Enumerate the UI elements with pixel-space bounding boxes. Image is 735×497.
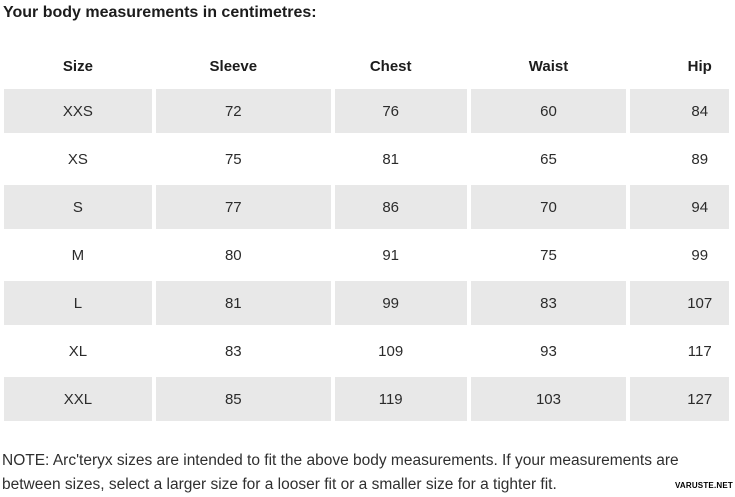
column-header-chest: Chest [334, 47, 467, 85]
watermark: VARUSTE.NET [674, 481, 733, 490]
waist-cell: 70 [470, 185, 627, 229]
sleeve-cell: 75 [155, 137, 331, 181]
sleeve-cell: 85 [155, 377, 331, 421]
size-cell: L [4, 281, 152, 325]
table-row-xxl: XXL 85 119 103 127 [4, 377, 729, 421]
waist-cell: 93 [470, 329, 627, 373]
chest-cell: 109 [334, 329, 467, 373]
size-chart-body: XXS 72 76 60 84 XS 75 81 65 89 S 77 86 7… [4, 89, 729, 421]
waist-cell: 60 [470, 89, 627, 133]
hip-cell: 99 [630, 233, 729, 277]
hip-cell: 127 [630, 377, 729, 421]
waist-cell: 75 [470, 233, 627, 277]
page-title: Your body measurements in centimetres: [3, 4, 317, 21]
sleeve-cell: 77 [155, 185, 331, 229]
hip-cell: 107 [630, 281, 729, 325]
size-cell: S [4, 185, 152, 229]
size-cell: XXL [4, 377, 152, 421]
size-chart-table: Size Sleeve Chest Waist Hip XXS 72 76 60… [0, 43, 733, 425]
size-cell: XXS [4, 89, 152, 133]
waist-cell: 65 [470, 137, 627, 181]
header-row: Size Sleeve Chest Waist Hip [4, 47, 729, 85]
chest-cell: 91 [334, 233, 467, 277]
waist-cell: 83 [470, 281, 627, 325]
hip-cell: 117 [630, 329, 729, 373]
waist-cell: 103 [470, 377, 627, 421]
note-line-2: between sizes, select a larger size for … [2, 476, 557, 493]
sleeve-cell: 83 [155, 329, 331, 373]
hip-cell: 89 [630, 137, 729, 181]
chest-cell: 86 [334, 185, 467, 229]
sleeve-cell: 72 [155, 89, 331, 133]
column-header-waist: Waist [470, 47, 627, 85]
note-line-1: NOTE: Arc'teryx sizes are intended to fi… [2, 452, 679, 469]
chest-cell: 99 [334, 281, 467, 325]
table-row-xl: XL 83 109 93 117 [4, 329, 729, 373]
note: NOTE: Arc'teryx sizes are intended to fi… [2, 449, 732, 497]
sleeve-cell: 81 [155, 281, 331, 325]
column-header-size: Size [4, 47, 152, 85]
chest-cell: 76 [334, 89, 467, 133]
table-row-xs: XS 75 81 65 89 [4, 137, 729, 181]
sleeve-cell: 80 [155, 233, 331, 277]
hip-cell: 84 [630, 89, 729, 133]
chest-cell: 119 [334, 377, 467, 421]
column-header-hip: Hip [630, 47, 729, 85]
chest-cell: 81 [334, 137, 467, 181]
column-header-sleeve: Sleeve [155, 47, 331, 85]
hip-cell: 94 [630, 185, 729, 229]
table-row-xxs: XXS 72 76 60 84 [4, 89, 729, 133]
table-row-s: S 77 86 70 94 [4, 185, 729, 229]
table-row-l: L 81 99 83 107 [4, 281, 729, 325]
size-cell: M [4, 233, 152, 277]
size-chart-header: Size Sleeve Chest Waist Hip [4, 47, 729, 85]
size-cell: XS [4, 137, 152, 181]
size-cell: XL [4, 329, 152, 373]
table-row-m: M 80 91 75 99 [4, 233, 729, 277]
